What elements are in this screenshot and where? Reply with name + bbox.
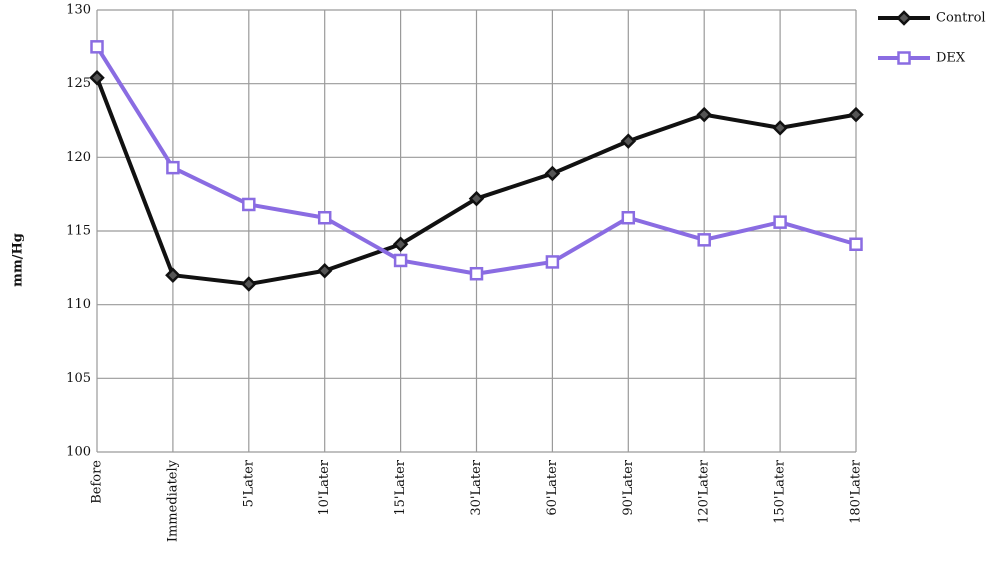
data-point — [317, 210, 332, 225]
y-tick-label: 130 — [66, 3, 91, 18]
legend-marker — [896, 10, 912, 26]
y-tick-label: 110 — [66, 297, 91, 312]
data-point — [544, 165, 561, 182]
legend-marker — [897, 51, 911, 65]
x-tick-label: Immediately — [165, 459, 180, 542]
x-tick-label: Before — [90, 460, 105, 504]
data-point — [849, 237, 863, 252]
data-point — [621, 210, 636, 225]
data-point — [166, 160, 180, 175]
legend-label: DEX — [936, 51, 966, 66]
x-tick-label: 180'Later — [849, 459, 864, 524]
data-point — [241, 276, 257, 292]
y-tick-label: 120 — [66, 150, 91, 165]
y-tick-label: 115 — [66, 224, 91, 239]
data-point — [165, 267, 181, 283]
data-point — [242, 197, 256, 212]
y-tick-label: 105 — [66, 371, 91, 386]
data-point — [696, 106, 712, 123]
x-tick-label: 150'Later — [773, 459, 788, 524]
data-point — [392, 236, 409, 253]
data-point — [468, 190, 485, 207]
x-tick-label: 120'Later — [697, 459, 712, 524]
data-point — [545, 255, 560, 269]
y-axis-label: mm/Hg — [11, 233, 26, 287]
x-tick-label: 15'Later — [393, 459, 408, 515]
y-tick-label: 100 — [66, 445, 91, 460]
y-tick-label: 125 — [66, 76, 91, 91]
data-point — [89, 70, 105, 86]
legend-label: Control — [936, 11, 986, 26]
data-point — [697, 233, 711, 247]
data-point — [620, 133, 637, 149]
data-point — [469, 266, 484, 281]
x-tick-label: 30'Later — [469, 459, 484, 515]
data-point — [393, 253, 408, 268]
x-tick-label: 10'Later — [317, 459, 332, 515]
data-point — [773, 215, 787, 229]
x-tick-label: 5'Later — [241, 459, 256, 507]
data-point — [316, 263, 333, 279]
data-point — [848, 106, 864, 123]
x-tick-label: 60'Later — [545, 459, 560, 515]
data-point — [772, 120, 788, 136]
x-tick-label: 90'Later — [621, 459, 636, 515]
data-point — [90, 40, 104, 54]
